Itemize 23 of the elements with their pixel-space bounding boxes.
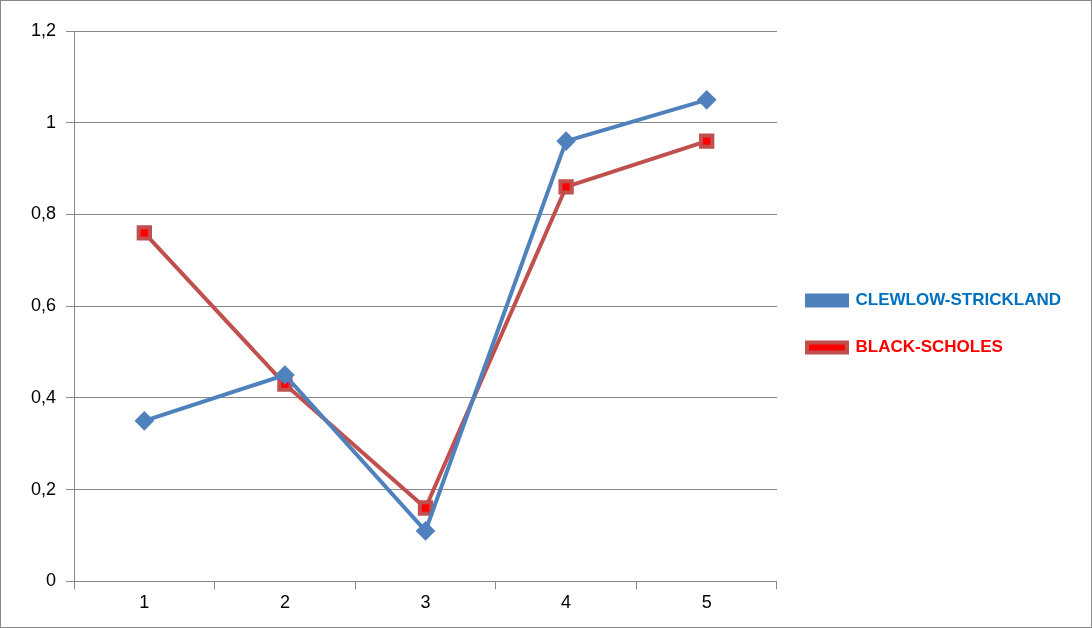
y-tick-label: 0,8	[30, 203, 57, 224]
y-tick-label: 0	[46, 570, 57, 591]
point	[558, 179, 574, 195]
legend-label: CLEWLOW-STRICKLAND	[855, 290, 1061, 310]
x-tick-label: 5	[701, 592, 712, 613]
point	[557, 132, 576, 151]
x-tick-label: 1	[139, 592, 150, 613]
point	[416, 521, 435, 540]
point	[417, 500, 434, 516]
legend-label: BLACK-SCHOLES	[855, 337, 1003, 357]
x-tick-label: 3	[420, 592, 431, 613]
point	[135, 411, 154, 430]
point	[699, 133, 715, 149]
point	[697, 90, 716, 109]
y-tick-label: 0,6	[30, 295, 57, 316]
y-tick-label: 1,2	[30, 19, 57, 40]
y-tick-label: 1	[46, 111, 57, 132]
y-tick-label: 0,2	[30, 478, 57, 499]
point	[275, 366, 294, 384]
point	[136, 225, 152, 241]
x-tick-label: 4	[561, 592, 572, 613]
y-tick-label: 0,4	[30, 386, 57, 407]
x-tick-label: 2	[279, 592, 290, 613]
